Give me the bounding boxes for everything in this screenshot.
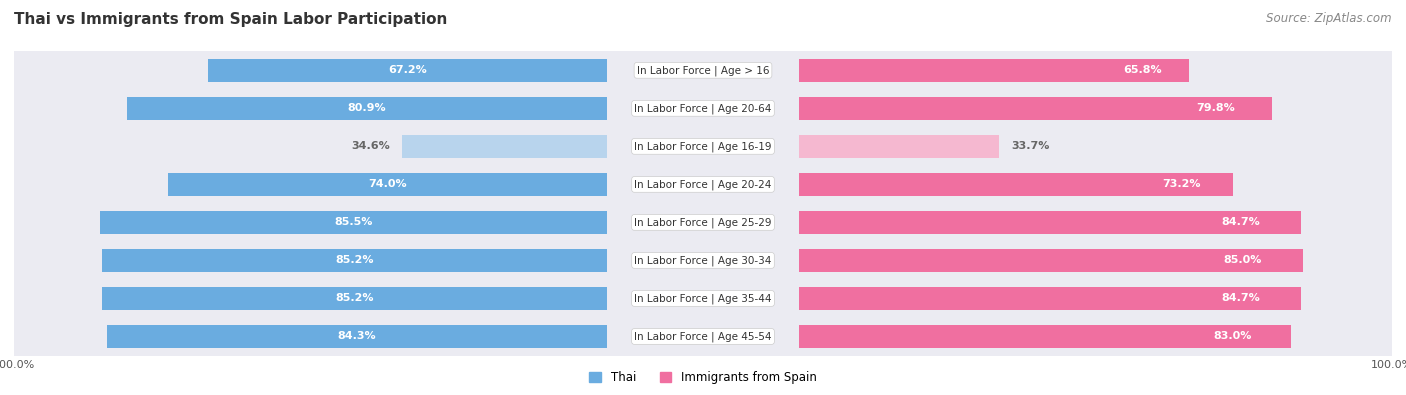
Bar (101, 249, 606, 272)
Legend: Thai, Immigrants from Spain: Thai, Immigrants from Spain (585, 367, 821, 389)
Text: In Labor Force | Age 20-64: In Labor Force | Age 20-64 (634, 103, 772, 114)
Bar (14, 127, 606, 166)
Bar (800, 97, 1272, 120)
Bar (100, 211, 606, 234)
Text: In Labor Force | Age 45-54: In Labor Force | Age 45-54 (634, 331, 772, 342)
Bar (606, 89, 800, 128)
Bar (800, 318, 1392, 356)
Bar (14, 280, 606, 318)
Text: In Labor Force | Age 35-44: In Labor Force | Age 35-44 (634, 293, 772, 304)
Bar (800, 127, 1392, 166)
Text: 85.0%: 85.0% (1223, 256, 1261, 265)
Bar (800, 59, 1189, 82)
Text: 65.8%: 65.8% (1123, 65, 1161, 75)
Bar (14, 89, 606, 128)
Text: 85.5%: 85.5% (335, 217, 373, 228)
Bar (800, 89, 1392, 128)
Bar (14, 241, 606, 280)
Bar (800, 287, 1302, 310)
Bar (606, 280, 800, 318)
Text: In Labor Force | Age 16-19: In Labor Force | Age 16-19 (634, 141, 772, 152)
Text: In Labor Force | Age 30-34: In Labor Force | Age 30-34 (634, 255, 772, 266)
Bar (800, 51, 1392, 89)
Text: 80.9%: 80.9% (347, 103, 387, 113)
Bar (606, 203, 800, 241)
Bar (169, 173, 606, 196)
Bar (800, 135, 1000, 158)
Bar (800, 211, 1302, 234)
Text: 73.2%: 73.2% (1161, 179, 1201, 190)
Text: In Labor Force | Age 25-29: In Labor Force | Age 25-29 (634, 217, 772, 228)
Bar (606, 241, 800, 280)
Bar (14, 51, 606, 89)
Bar (800, 241, 1392, 280)
Bar (402, 135, 606, 158)
Text: In Labor Force | Age > 16: In Labor Force | Age > 16 (637, 65, 769, 75)
Text: 85.2%: 85.2% (335, 256, 374, 265)
Text: 33.7%: 33.7% (1011, 141, 1049, 151)
Text: Source: ZipAtlas.com: Source: ZipAtlas.com (1267, 12, 1392, 25)
Bar (14, 166, 606, 203)
Text: In Labor Force | Age 20-24: In Labor Force | Age 20-24 (634, 179, 772, 190)
Bar (606, 51, 800, 89)
Text: 85.2%: 85.2% (335, 293, 374, 303)
Bar (800, 203, 1392, 241)
Text: 84.7%: 84.7% (1222, 293, 1260, 303)
Bar (800, 173, 1233, 196)
Bar (800, 325, 1291, 348)
Text: 67.2%: 67.2% (388, 65, 427, 75)
Text: 83.0%: 83.0% (1213, 331, 1251, 342)
Text: 84.3%: 84.3% (337, 331, 377, 342)
Bar (208, 59, 606, 82)
Bar (101, 287, 606, 310)
Bar (606, 127, 800, 166)
Text: 34.6%: 34.6% (352, 141, 389, 151)
Text: 84.7%: 84.7% (1222, 217, 1260, 228)
Text: Thai vs Immigrants from Spain Labor Participation: Thai vs Immigrants from Spain Labor Part… (14, 12, 447, 27)
Bar (14, 203, 606, 241)
Bar (800, 166, 1392, 203)
Text: 74.0%: 74.0% (368, 179, 406, 190)
Bar (606, 318, 800, 356)
Text: 79.8%: 79.8% (1197, 103, 1234, 113)
Bar (107, 325, 606, 348)
Bar (800, 280, 1392, 318)
Bar (14, 318, 606, 356)
Bar (606, 166, 800, 203)
Bar (800, 249, 1303, 272)
Bar (127, 97, 606, 120)
